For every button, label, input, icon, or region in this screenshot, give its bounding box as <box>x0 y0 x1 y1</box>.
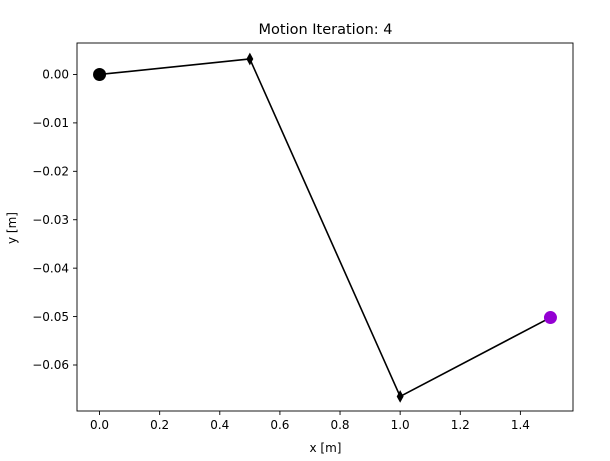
plot-layer: 0.0 0.2 0.4 0.6 0.8 1.0 1.2 1.4 0.00 −0.01 −0.02 −0… <box>32 42 574 432</box>
y-tick-label: −0.01 <box>32 116 69 130</box>
y-tick-label: −0.03 <box>32 213 69 227</box>
y-tick-label: −0.02 <box>32 165 69 179</box>
x-tick-label: 0.4 <box>210 418 229 432</box>
start-point-marker <box>93 67 107 81</box>
x-tick-label: 1.0 <box>391 418 410 432</box>
y-tick-label: −0.06 <box>32 358 69 372</box>
x-tick-label: 0.0 <box>90 418 109 432</box>
y-tick-label: −0.04 <box>32 261 69 275</box>
chart-title: Motion Iteration: 4 <box>259 22 393 38</box>
y-axis-label: y [m] <box>5 212 19 244</box>
joint-marker <box>396 390 404 403</box>
x-tick-label: 1.2 <box>451 418 470 432</box>
x-tick-label: 0.6 <box>270 418 289 432</box>
x-tick-label: 0.8 <box>330 418 349 432</box>
joint-marker <box>246 52 254 66</box>
x-tick-label: 1.4 <box>511 418 530 432</box>
end-point-marker <box>543 311 557 325</box>
x-tick-label: 0.2 <box>150 418 169 432</box>
series-line <box>99 58 551 398</box>
x-axis-label: x [m] <box>310 441 342 455</box>
plot-frame <box>76 42 574 412</box>
y-tick-label: −0.05 <box>32 310 69 324</box>
y-tick-label: 0.00 <box>42 68 69 82</box>
